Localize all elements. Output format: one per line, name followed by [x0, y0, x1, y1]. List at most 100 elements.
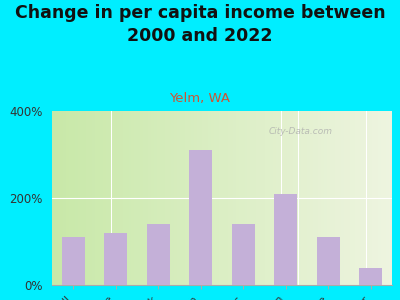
Bar: [103, 111, 106, 285]
Bar: [378, 111, 381, 285]
Bar: [106, 111, 109, 285]
Bar: [128, 111, 131, 285]
Bar: [104, 233, 128, 285]
Bar: [66, 111, 69, 285]
Bar: [222, 111, 225, 285]
Bar: [335, 111, 338, 285]
Bar: [109, 111, 112, 285]
Bar: [162, 111, 165, 285]
Bar: [301, 111, 304, 285]
Bar: [214, 111, 216, 285]
Bar: [92, 111, 94, 285]
Bar: [375, 111, 378, 285]
Bar: [359, 268, 382, 285]
Bar: [355, 111, 358, 285]
Bar: [230, 111, 233, 285]
Bar: [267, 111, 270, 285]
Bar: [307, 111, 310, 285]
Text: City-Data.com: City-Data.com: [268, 128, 332, 136]
Bar: [332, 111, 335, 285]
Bar: [62, 237, 85, 285]
Bar: [327, 111, 330, 285]
Bar: [134, 111, 137, 285]
Bar: [233, 111, 236, 285]
Bar: [63, 111, 66, 285]
Bar: [157, 111, 160, 285]
Bar: [174, 111, 177, 285]
Bar: [97, 111, 100, 285]
Bar: [270, 111, 273, 285]
Bar: [137, 111, 140, 285]
Bar: [381, 111, 384, 285]
Bar: [361, 111, 364, 285]
Bar: [253, 111, 256, 285]
Bar: [264, 111, 267, 285]
Bar: [304, 111, 307, 285]
Bar: [100, 111, 103, 285]
Bar: [83, 111, 86, 285]
Bar: [202, 111, 205, 285]
Bar: [52, 111, 55, 285]
Bar: [225, 111, 228, 285]
Bar: [344, 111, 347, 285]
Bar: [256, 111, 259, 285]
Bar: [216, 111, 219, 285]
Bar: [341, 111, 344, 285]
Bar: [273, 111, 276, 285]
Bar: [168, 111, 171, 285]
Bar: [80, 111, 83, 285]
Bar: [347, 111, 350, 285]
Bar: [318, 111, 321, 285]
Bar: [191, 111, 194, 285]
Bar: [126, 111, 128, 285]
Bar: [89, 111, 92, 285]
Bar: [228, 111, 230, 285]
Bar: [151, 111, 154, 285]
Bar: [69, 111, 72, 285]
Bar: [232, 224, 255, 285]
Bar: [250, 111, 253, 285]
Bar: [196, 111, 199, 285]
Bar: [248, 111, 250, 285]
Bar: [117, 111, 120, 285]
Bar: [154, 111, 157, 285]
Bar: [262, 111, 264, 285]
Bar: [165, 111, 168, 285]
Bar: [369, 111, 372, 285]
Bar: [384, 111, 386, 285]
Bar: [313, 111, 316, 285]
Bar: [171, 111, 174, 285]
Bar: [298, 111, 301, 285]
Bar: [364, 111, 366, 285]
Bar: [219, 111, 222, 285]
Bar: [366, 111, 369, 285]
Bar: [293, 111, 296, 285]
Bar: [290, 111, 293, 285]
Bar: [189, 150, 212, 285]
Bar: [112, 111, 114, 285]
Bar: [259, 111, 262, 285]
Bar: [148, 111, 151, 285]
Bar: [372, 111, 375, 285]
Bar: [350, 111, 352, 285]
Bar: [146, 111, 148, 285]
Bar: [199, 111, 202, 285]
Bar: [185, 111, 188, 285]
Bar: [86, 111, 89, 285]
Bar: [58, 111, 60, 285]
Text: Yelm, WA: Yelm, WA: [170, 92, 230, 104]
Bar: [316, 111, 318, 285]
Bar: [242, 111, 245, 285]
Bar: [60, 111, 63, 285]
Bar: [205, 111, 208, 285]
Bar: [180, 111, 182, 285]
Bar: [194, 111, 196, 285]
Bar: [274, 194, 298, 285]
Bar: [140, 111, 143, 285]
Bar: [188, 111, 191, 285]
Bar: [276, 111, 279, 285]
Bar: [236, 111, 239, 285]
Bar: [120, 111, 123, 285]
Bar: [310, 111, 313, 285]
Bar: [72, 111, 75, 285]
